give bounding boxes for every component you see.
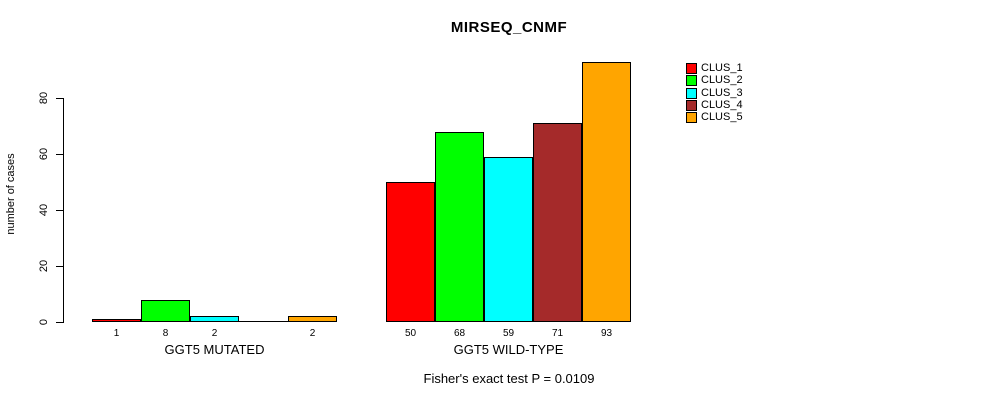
legend-item: CLUS_1 bbox=[686, 63, 743, 74]
legend: CLUS_1 CLUS_2 CLUS_3 CLUS_4 CLUS_5 bbox=[686, 63, 743, 124]
bar-value-label: 8 bbox=[162, 328, 169, 339]
annotation-pvalue: Fisher's exact test P = 0.0109 bbox=[423, 371, 595, 386]
y-tick-label: 20 bbox=[38, 259, 50, 273]
bar bbox=[435, 132, 484, 322]
bar bbox=[582, 62, 631, 322]
chart-title: MIRSEQ_CNMF bbox=[450, 19, 568, 36]
legend-swatch bbox=[686, 112, 697, 124]
legend-swatch bbox=[686, 63, 697, 74]
legend-label: CLUS_1 bbox=[701, 62, 743, 74]
bar-value-label: 2 bbox=[211, 328, 218, 339]
legend-label: CLUS_4 bbox=[701, 98, 743, 111]
legend-swatch bbox=[686, 87, 697, 99]
y-tick bbox=[56, 266, 63, 267]
y-tick-label: 60 bbox=[38, 147, 50, 161]
bar bbox=[92, 319, 141, 322]
bar bbox=[288, 316, 337, 322]
bar-value-label: 68 bbox=[453, 328, 466, 339]
y-tick bbox=[56, 210, 63, 211]
bar bbox=[190, 316, 239, 322]
y-axis-label: number of cases bbox=[5, 153, 17, 235]
legend-swatch bbox=[686, 99, 697, 111]
bar bbox=[533, 123, 582, 322]
y-tick bbox=[56, 154, 63, 155]
y-tick-label: 80 bbox=[38, 91, 50, 105]
bar bbox=[484, 157, 533, 322]
bar-value-label: 50 bbox=[404, 328, 417, 339]
y-tick bbox=[56, 322, 63, 323]
legend-item: CLUS_5 bbox=[686, 111, 743, 124]
legend-item: CLUS_3 bbox=[686, 86, 743, 99]
group-label-mutated: GGT5 MUTATED bbox=[164, 342, 265, 357]
y-tick-label: 40 bbox=[38, 203, 50, 217]
legend-label: CLUS_5 bbox=[701, 111, 743, 124]
bar bbox=[386, 182, 435, 322]
bar bbox=[141, 300, 190, 322]
bar-value-label: 93 bbox=[600, 328, 613, 339]
bar-value-label: 2 bbox=[309, 328, 316, 339]
legend-item: CLUS_2 bbox=[686, 74, 743, 87]
group-label-wild-type: GGT5 WILD-TYPE bbox=[453, 342, 564, 357]
legend-swatch bbox=[686, 75, 697, 87]
bar-value-label: 1 bbox=[113, 328, 120, 339]
legend-item: CLUS_4 bbox=[686, 98, 743, 111]
y-axis bbox=[63, 98, 64, 323]
y-tick bbox=[56, 98, 63, 99]
legend-label: CLUS_2 bbox=[701, 74, 743, 87]
y-tick-label: 0 bbox=[38, 318, 50, 326]
bar-zero bbox=[239, 321, 288, 322]
legend-label: CLUS_3 bbox=[701, 86, 743, 99]
bar-value-label: 71 bbox=[551, 328, 564, 339]
bar-value-label: 59 bbox=[502, 328, 515, 339]
